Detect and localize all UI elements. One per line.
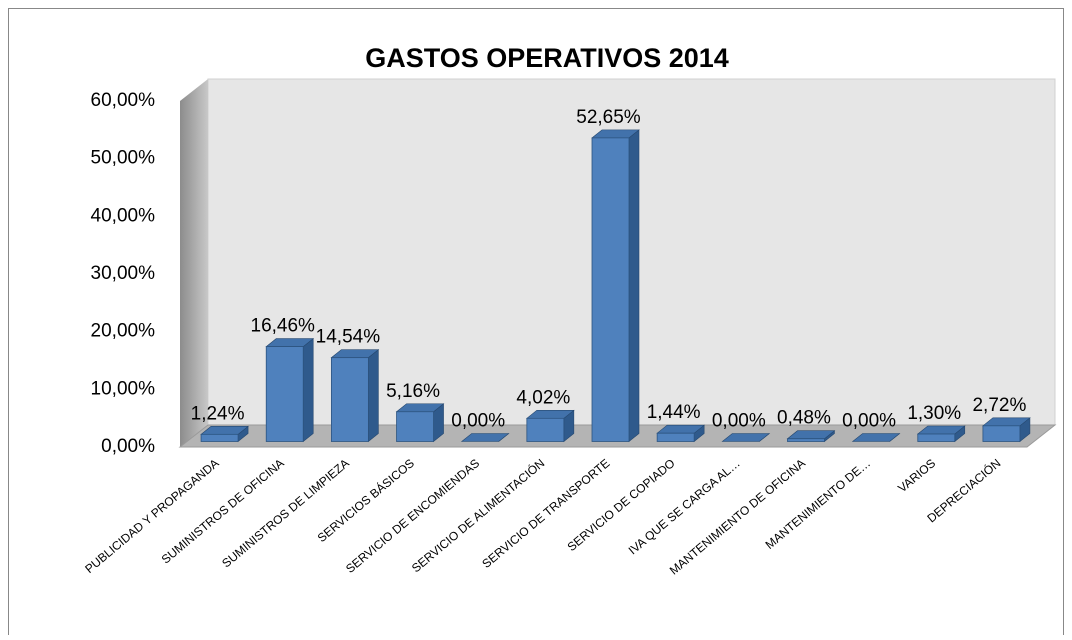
bar: [200, 433, 239, 442]
value-label: 0,48%: [777, 408, 831, 429]
value-label: 2,72%: [972, 395, 1026, 416]
bar: [265, 346, 304, 442]
bar: [526, 417, 565, 442]
value-label: 16,46%: [251, 316, 316, 337]
value-label: 0,00%: [712, 411, 766, 432]
value-label: 0,00%: [842, 411, 896, 432]
value-label: 5,16%: [386, 381, 440, 402]
value-label: 4,02%: [516, 387, 570, 408]
value-label: 1,44%: [647, 402, 701, 423]
bar: [330, 357, 369, 442]
y-tick-label: 50,00%: [91, 148, 156, 169]
y-tick-label: 10,00%: [91, 378, 156, 399]
bar: [982, 425, 1021, 442]
bar-top: [460, 433, 510, 442]
bar: [396, 411, 434, 442]
bar: [917, 433, 956, 442]
bar-top: [851, 433, 901, 442]
chart-title: GASTOS OPERATIVOS 2014: [365, 43, 729, 73]
value-label: 14,54%: [316, 327, 381, 348]
value-label: 1,30%: [907, 403, 961, 424]
y-tick-label: 30,00%: [91, 263, 156, 284]
value-label: 52,65%: [576, 107, 641, 128]
y-tick-label: 40,00%: [91, 205, 156, 226]
bar: [591, 137, 630, 442]
bar-side: [368, 349, 379, 443]
bar: [656, 432, 695, 442]
bar-top: [721, 433, 771, 442]
bar-side: [302, 337, 314, 443]
y-tick-label: 20,00%: [91, 321, 156, 342]
bar-side: [628, 129, 640, 443]
bar: [787, 438, 825, 442]
value-label: 1,24%: [191, 403, 245, 424]
y-tick-label: 0,00%: [101, 436, 155, 457]
value-label: 0,00%: [451, 411, 505, 432]
side-wall: [180, 79, 208, 447]
y-tick-label: 60,00%: [91, 90, 156, 111]
